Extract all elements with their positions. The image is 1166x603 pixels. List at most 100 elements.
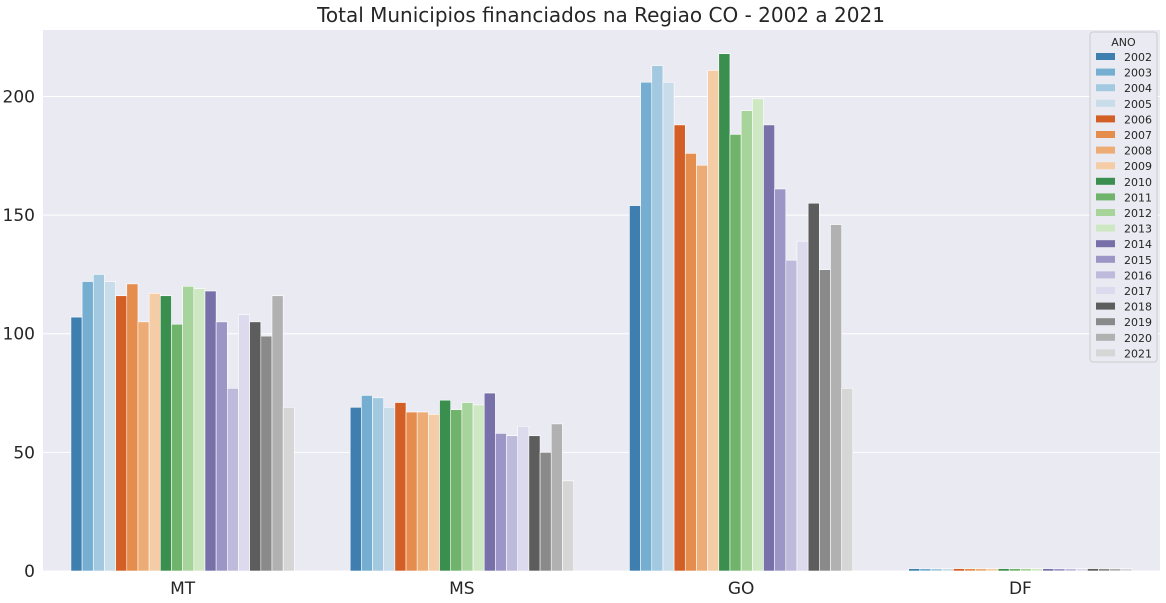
bar-MT-2016	[227, 387, 239, 572]
bar-GO-2021	[841, 387, 854, 572]
bar-MS-2004	[372, 397, 384, 572]
bar-DF-2004	[930, 568, 943, 572]
legend-swatch	[1096, 162, 1115, 170]
bar-GO-2010	[718, 53, 731, 572]
bar-MS-2014	[483, 392, 496, 572]
legend-label: 2012	[1124, 207, 1152, 220]
bar-DF-2002	[908, 568, 921, 572]
bar-MS-2005	[383, 406, 396, 572]
bar-MT-2005	[104, 281, 116, 572]
bar-DF-2015	[1053, 568, 1066, 572]
x-tick-label: MS	[449, 579, 474, 599]
legend-title: ANO	[1111, 36, 1136, 49]
bar-MS-2016	[506, 435, 519, 572]
bar-MT-2006	[115, 295, 128, 572]
bar-MS-2008	[416, 411, 429, 572]
bar-MT-2021	[282, 406, 295, 572]
bar-DF-2019	[1098, 568, 1111, 572]
bar-GO-2015	[774, 188, 787, 572]
bar-GO-2008	[696, 164, 708, 572]
bar-DF-2021	[1120, 568, 1133, 572]
legend-label: 2016	[1124, 269, 1152, 282]
y-tick-label: 50	[13, 443, 35, 463]
legend-box	[1089, 31, 1158, 363]
bar-MT-2015	[215, 321, 228, 572]
legend-label: 2004	[1124, 82, 1152, 95]
legend-swatch	[1096, 177, 1115, 185]
bar-MT-2012	[182, 285, 195, 572]
bar-DF-2018	[1087, 568, 1099, 572]
bar-MT-2007	[126, 283, 139, 572]
legend-swatch	[1096, 224, 1115, 232]
legend-swatch	[1096, 209, 1115, 216]
bar-DF-2014	[1042, 568, 1055, 572]
legend-swatch	[1096, 68, 1115, 76]
legend-label: 2017	[1124, 285, 1152, 298]
bar-MS-2011	[450, 409, 463, 572]
legend-label: 2018	[1124, 301, 1152, 314]
bar-DF-2013	[1031, 568, 1044, 572]
bar-MT-2017	[238, 314, 250, 572]
legend-label: 2008	[1124, 145, 1152, 158]
bar-MT-2003	[81, 281, 94, 572]
bar-DF-2003	[919, 568, 932, 572]
bar-MS-2002	[349, 406, 362, 572]
legend-swatch	[1096, 333, 1115, 341]
legend-swatch	[1096, 53, 1115, 60]
bar-MS-2021	[562, 480, 574, 572]
bar-MS-2012	[461, 402, 474, 572]
legend-label: 2007	[1124, 129, 1152, 142]
legend-swatch	[1096, 146, 1115, 154]
legend-swatch	[1096, 115, 1115, 123]
x-axis-ticks: MT MS GO DF	[170, 579, 1032, 599]
legend-label: 2003	[1124, 67, 1152, 80]
legend-label: 2020	[1124, 332, 1152, 345]
bar-MT-2010	[159, 295, 172, 572]
x-tick-label: DF	[1009, 579, 1032, 599]
legend: ANO 2002 2003 2004 2005 2006 2007 2008 2009 2010…	[1089, 31, 1158, 363]
y-tick-label: 150	[3, 206, 35, 226]
bar-GO-2012	[740, 110, 753, 572]
bar-DF-2007	[964, 568, 976, 572]
bar-MS-2009	[428, 414, 440, 572]
legend-label: 2013	[1124, 223, 1152, 236]
bar-MT-2008	[137, 321, 150, 572]
bar-MT-2011	[171, 323, 183, 572]
bar-DF-2005	[941, 568, 954, 572]
chart-title: Total Municipios financiados na Regiao C…	[316, 3, 885, 27]
legend-swatch	[1096, 193, 1115, 201]
legend-swatch	[1096, 240, 1115, 248]
legend-swatch	[1096, 84, 1115, 92]
y-tick-label: 200	[3, 87, 35, 107]
legend-label: 2009	[1124, 160, 1152, 173]
bar-MT-2018	[249, 321, 262, 572]
bar-MS-2018	[528, 435, 541, 572]
legend-swatch	[1096, 99, 1115, 107]
bar-DF-2008	[975, 568, 988, 572]
bar-MS-2020	[550, 423, 563, 572]
bar-GO-2018	[807, 202, 820, 572]
x-tick-label: GO	[728, 579, 755, 599]
legend-swatch	[1096, 349, 1115, 357]
bar-GO-2014	[763, 124, 775, 572]
bar-DF-2009	[986, 568, 999, 572]
legend-swatch	[1096, 318, 1115, 326]
bar-MT-2004	[92, 274, 105, 572]
legend-label: 2015	[1124, 254, 1152, 267]
bar-GO-2004	[651, 65, 664, 572]
bar-GO-2013	[751, 98, 764, 572]
y-axis-ticks: 0 50 100 150 200	[3, 87, 35, 582]
legend-swatch	[1096, 271, 1115, 279]
bar-GO-2019	[819, 269, 831, 572]
bar-DF-2020	[1109, 568, 1122, 572]
bar-MT-2009	[148, 293, 161, 572]
x-tick-label: MT	[170, 579, 196, 599]
legend-label: 2010	[1124, 176, 1152, 189]
bar-MT-2019	[260, 335, 273, 572]
bar-DF-2017	[1075, 568, 1088, 572]
bar-GO-2005	[662, 81, 675, 572]
bar-GO-2007	[684, 153, 697, 572]
bar-MS-2015	[495, 433, 507, 572]
